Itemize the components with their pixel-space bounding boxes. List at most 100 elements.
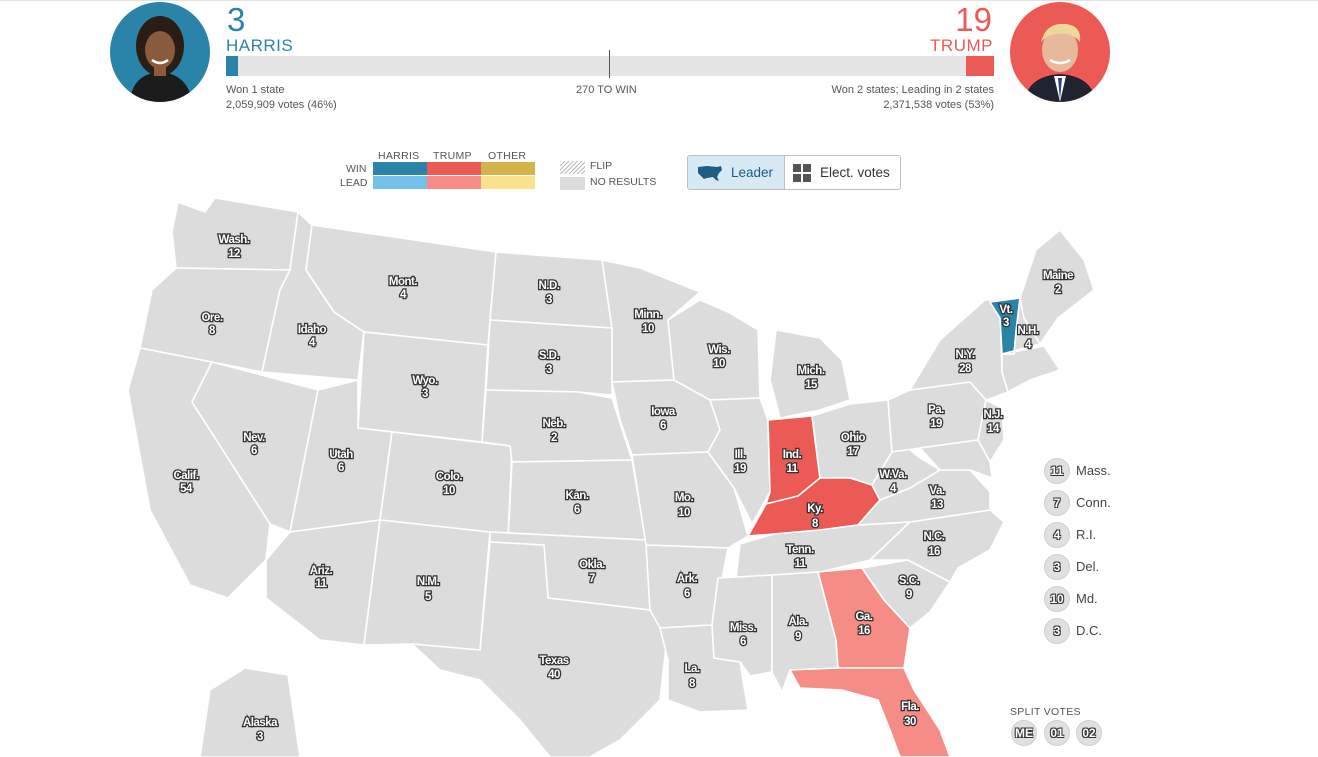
ev-in: 11 bbox=[786, 463, 798, 475]
ev-al: 9 bbox=[795, 631, 801, 643]
label-ok: Okla. bbox=[579, 559, 605, 571]
small-state-name-md: Md. bbox=[1076, 591, 1098, 606]
ev-id: 4 bbox=[309, 337, 316, 349]
trump-name: TRUMP bbox=[930, 36, 993, 55]
small-state-name-conn: Conn. bbox=[1076, 495, 1111, 510]
ev-ar: 6 bbox=[684, 588, 690, 600]
small-state-name-mass: Mass. bbox=[1076, 463, 1111, 478]
state-fl[interactable] bbox=[789, 667, 951, 757]
electoral-votes-view-button[interactable]: Elect. votes bbox=[785, 156, 900, 189]
label-al: Ala. bbox=[788, 616, 807, 628]
label-tn: Tenn. bbox=[786, 544, 814, 556]
small-state-ev-dc[interactable]: 3 bbox=[1044, 618, 1070, 644]
leader-view-button[interactable]: Leader bbox=[688, 156, 785, 189]
split-vote-me-01[interactable]: 01 bbox=[1044, 720, 1070, 746]
label-or: Ore. bbox=[201, 312, 222, 324]
ev-az: 11 bbox=[315, 578, 327, 590]
ev-mi: 15 bbox=[805, 379, 818, 391]
ev-il: 19 bbox=[734, 463, 746, 475]
ev-wv: 4 bbox=[890, 483, 897, 495]
small-state-name-dc: D.C. bbox=[1076, 623, 1102, 638]
label-il: Ill. bbox=[735, 449, 746, 461]
label-nc: N.C. bbox=[924, 531, 945, 543]
label-me: Maine bbox=[1043, 270, 1073, 282]
grid-icon bbox=[793, 163, 811, 182]
small-state-ev-ri[interactable]: 4 bbox=[1044, 522, 1070, 548]
state-ak[interactable] bbox=[199, 667, 301, 757]
ev-co: 10 bbox=[443, 485, 455, 497]
label-ms: Miss. bbox=[730, 622, 757, 634]
trump-status: Won 2 states; Leading in 2 states bbox=[831, 84, 994, 96]
ev-wy: 3 bbox=[422, 388, 428, 400]
small-state-ev-conn[interactable]: 7 bbox=[1044, 490, 1070, 516]
ev-nd: 3 bbox=[546, 294, 552, 306]
harris-electoral-count: 3 bbox=[227, 1, 246, 38]
trump-popular-votes: 2,371,538 votes (53%) bbox=[883, 99, 994, 111]
label-ak: Alaska bbox=[243, 717, 278, 729]
ev-ks: 6 bbox=[574, 504, 580, 516]
label-ne: Neb. bbox=[543, 418, 566, 430]
ev-ia: 6 bbox=[660, 420, 666, 432]
270-marker bbox=[609, 50, 610, 78]
state-me[interactable] bbox=[1019, 229, 1095, 345]
label-sc: S.C. bbox=[899, 575, 920, 587]
state-wi[interactable] bbox=[667, 299, 761, 401]
small-state-ev-md[interactable]: 10 bbox=[1044, 586, 1070, 612]
us-map-icon bbox=[698, 165, 722, 181]
legend-trump-header: TRUMP bbox=[433, 150, 472, 162]
state-tx[interactable] bbox=[411, 541, 669, 757]
small-state-name-del: Del. bbox=[1076, 559, 1100, 574]
state-nv[interactable] bbox=[191, 361, 319, 533]
electoral-votes-view-label: Elect. votes bbox=[820, 165, 890, 180]
label-la: La. bbox=[684, 663, 699, 675]
ev-vt: 3 bbox=[1003, 317, 1009, 329]
ev-wi: 10 bbox=[713, 358, 725, 370]
ev-fl: 30 bbox=[904, 716, 916, 728]
state-wy[interactable] bbox=[357, 331, 489, 443]
state-sd[interactable] bbox=[485, 319, 613, 396]
ev-tx: 40 bbox=[548, 669, 560, 681]
ev-tn: 11 bbox=[794, 558, 806, 570]
leader-view-label: Leader bbox=[731, 165, 774, 180]
label-fl: Fla. bbox=[901, 701, 919, 713]
state-mi[interactable] bbox=[769, 329, 851, 419]
label-mo: Mo. bbox=[675, 492, 694, 504]
harris-status: Won 1 state bbox=[226, 84, 285, 96]
ev-mo: 10 bbox=[678, 507, 690, 519]
label-ga: Ga. bbox=[855, 611, 872, 623]
trump-electoral-count: 19 bbox=[955, 1, 992, 38]
harris-bar-fill bbox=[226, 56, 238, 76]
harris-popular-votes: 2,059,909 votes (46%) bbox=[226, 99, 337, 111]
small-state-ev-del[interactable]: 3 bbox=[1044, 554, 1070, 580]
label-ny: N.Y. bbox=[955, 349, 974, 361]
label-pa: Pa. bbox=[928, 404, 944, 416]
flip-swatch bbox=[560, 161, 585, 174]
label-wy: Wyo. bbox=[412, 375, 438, 387]
ev-mn: 10 bbox=[642, 323, 654, 335]
label-wv: W.Va. bbox=[879, 469, 907, 481]
ev-nj: 14 bbox=[987, 423, 1000, 435]
map-labels: Wash. 12 Ore. 8 Calif. 54 Idaho 4 Nev. 6… bbox=[172, 233, 1075, 745]
state-md-de[interactable] bbox=[919, 439, 993, 479]
state-il[interactable] bbox=[707, 397, 771, 525]
split-vote-me-02[interactable]: 02 bbox=[1076, 720, 1102, 746]
label-nd: N.D. bbox=[539, 280, 560, 292]
electoral-vote-bar bbox=[226, 50, 994, 78]
map-view-toggle: Leader Elect. votes bbox=[687, 155, 901, 190]
trump-win-swatch bbox=[427, 162, 481, 175]
ev-va: 13 bbox=[931, 499, 943, 511]
split-vote-me[interactable]: ME bbox=[1011, 720, 1037, 746]
label-az: Ariz. bbox=[310, 565, 333, 577]
harris-name: HARRIS bbox=[226, 36, 294, 55]
label-wi: Wis. bbox=[708, 344, 730, 356]
label-nm: N.M. bbox=[417, 576, 440, 588]
ev-oh: 17 bbox=[847, 446, 859, 458]
small-state-ev-mass[interactable]: 11 bbox=[1044, 458, 1070, 484]
label-ar: Ark. bbox=[677, 573, 698, 585]
ev-ky: 8 bbox=[812, 518, 819, 530]
state-ct-ri-ma[interactable] bbox=[1001, 345, 1061, 393]
harris-avatar bbox=[110, 2, 210, 102]
state-nj[interactable] bbox=[977, 399, 1005, 463]
ev-ga: 16 bbox=[858, 625, 870, 637]
